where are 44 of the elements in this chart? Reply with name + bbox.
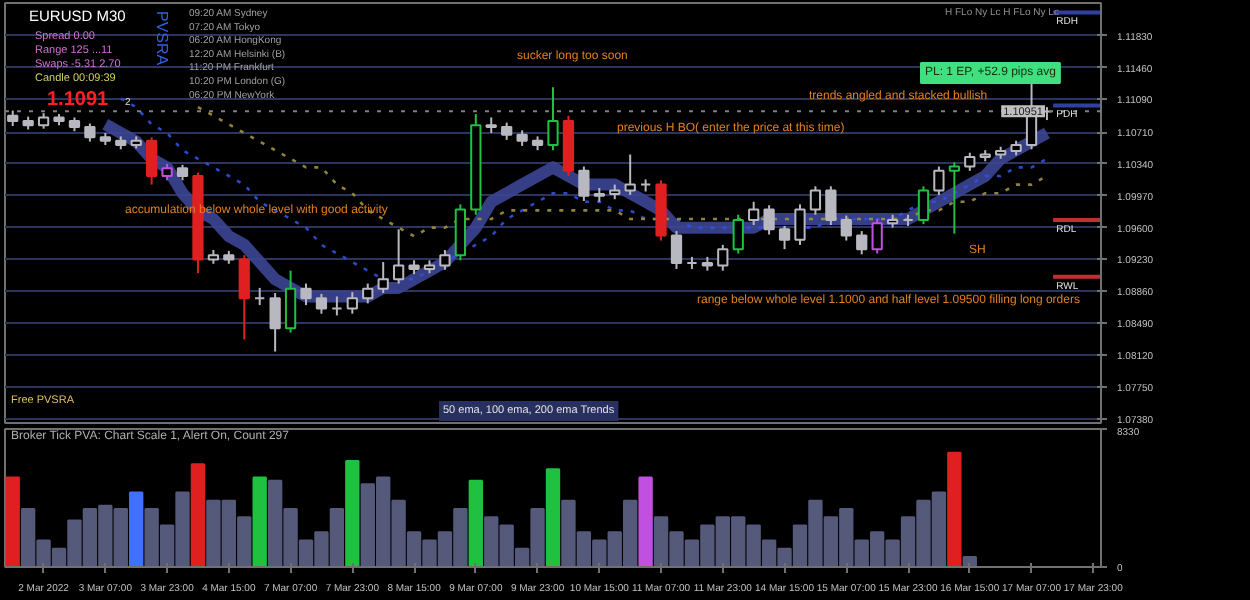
candlestick xyxy=(825,185,837,227)
annotation: PVSRA xyxy=(153,11,171,67)
candlestick xyxy=(933,165,945,196)
candlestick xyxy=(346,291,358,315)
candlestick xyxy=(670,230,683,270)
candlestick xyxy=(794,203,806,246)
candlestick xyxy=(331,295,343,317)
candlestick xyxy=(964,151,976,172)
candlestick xyxy=(300,282,312,307)
candlestick xyxy=(393,228,405,285)
candlestick xyxy=(547,86,559,152)
candlestick xyxy=(856,230,868,256)
candlestick xyxy=(284,269,297,334)
candlestick xyxy=(578,165,590,202)
candlestick xyxy=(377,261,389,295)
candlestick xyxy=(871,218,883,255)
bar xyxy=(129,491,144,567)
candlestick xyxy=(269,292,281,353)
candlestick xyxy=(454,203,467,262)
candlestick xyxy=(778,224,791,251)
candlestick xyxy=(917,185,930,226)
candlestick xyxy=(84,122,96,143)
bar xyxy=(947,451,962,567)
bar xyxy=(252,476,267,567)
candlestick xyxy=(748,200,760,227)
candlestick xyxy=(732,213,744,255)
candlestick xyxy=(717,243,729,272)
candlestick xyxy=(624,153,636,196)
candlestick xyxy=(238,254,250,341)
candlestick xyxy=(948,161,960,235)
bar xyxy=(190,463,206,567)
candlestick xyxy=(315,292,328,315)
bar xyxy=(638,476,653,567)
annotation: 1.1091 xyxy=(47,89,110,111)
candlestick xyxy=(809,185,822,216)
candlestick xyxy=(840,214,852,242)
bar xyxy=(468,479,483,567)
candlestick xyxy=(146,136,158,186)
bar xyxy=(5,476,20,567)
bar xyxy=(545,468,561,567)
candlestick xyxy=(362,282,374,305)
bar xyxy=(345,459,360,567)
candlestick xyxy=(439,249,451,271)
candlestick xyxy=(763,204,775,236)
